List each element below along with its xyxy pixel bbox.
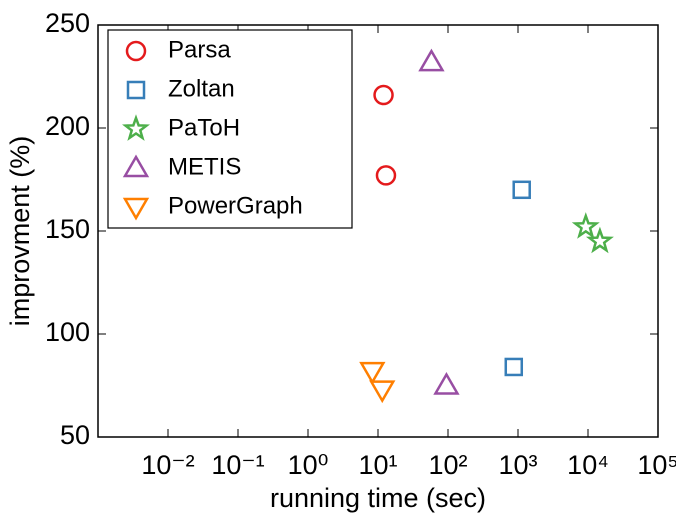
marker [433, 372, 460, 395]
marker [571, 212, 600, 239]
marker [359, 361, 386, 385]
x-tick-label: 10¹ [358, 450, 397, 480]
y-tick-label: 50 [60, 420, 90, 450]
legend-marker [122, 197, 150, 221]
marker [369, 380, 396, 404]
marker [418, 48, 445, 72]
x-tick-label: 10⁻² [141, 450, 194, 480]
legend-label: PowerGraph [168, 192, 303, 219]
x-tick-label: 10⁴ [567, 450, 609, 480]
y-axis-label: improvment (%) [5, 136, 35, 327]
legend-label: Zoltan [168, 75, 235, 102]
legend-marker [122, 114, 150, 141]
x-tick-label: 10⁰ [288, 450, 329, 480]
y-tick-label: 100 [45, 317, 90, 347]
marker [585, 226, 614, 254]
marker [512, 180, 531, 200]
y-tick-label: 250 [45, 8, 90, 38]
x-tick-label: 10⁵ [637, 450, 676, 480]
x-axis-label: running time (sec) [270, 483, 486, 513]
y-tick-label: 200 [45, 111, 90, 141]
legend-box [107, 29, 353, 229]
x-tick-label: 10⁻¹ [211, 450, 264, 480]
legend-label: PaToH [168, 114, 240, 141]
legend-marker [126, 80, 146, 100]
y-tick-label: 150 [45, 214, 90, 244]
x-tick-label: 10³ [498, 450, 537, 480]
legend-marker [122, 154, 150, 178]
marker [504, 357, 524, 377]
legend-label: Parsa [168, 36, 231, 63]
marker [375, 165, 397, 186]
legend-label: METIS [168, 153, 241, 180]
x-tick-label: 10² [428, 450, 467, 480]
legend-marker [125, 40, 147, 62]
marker [373, 84, 394, 106]
